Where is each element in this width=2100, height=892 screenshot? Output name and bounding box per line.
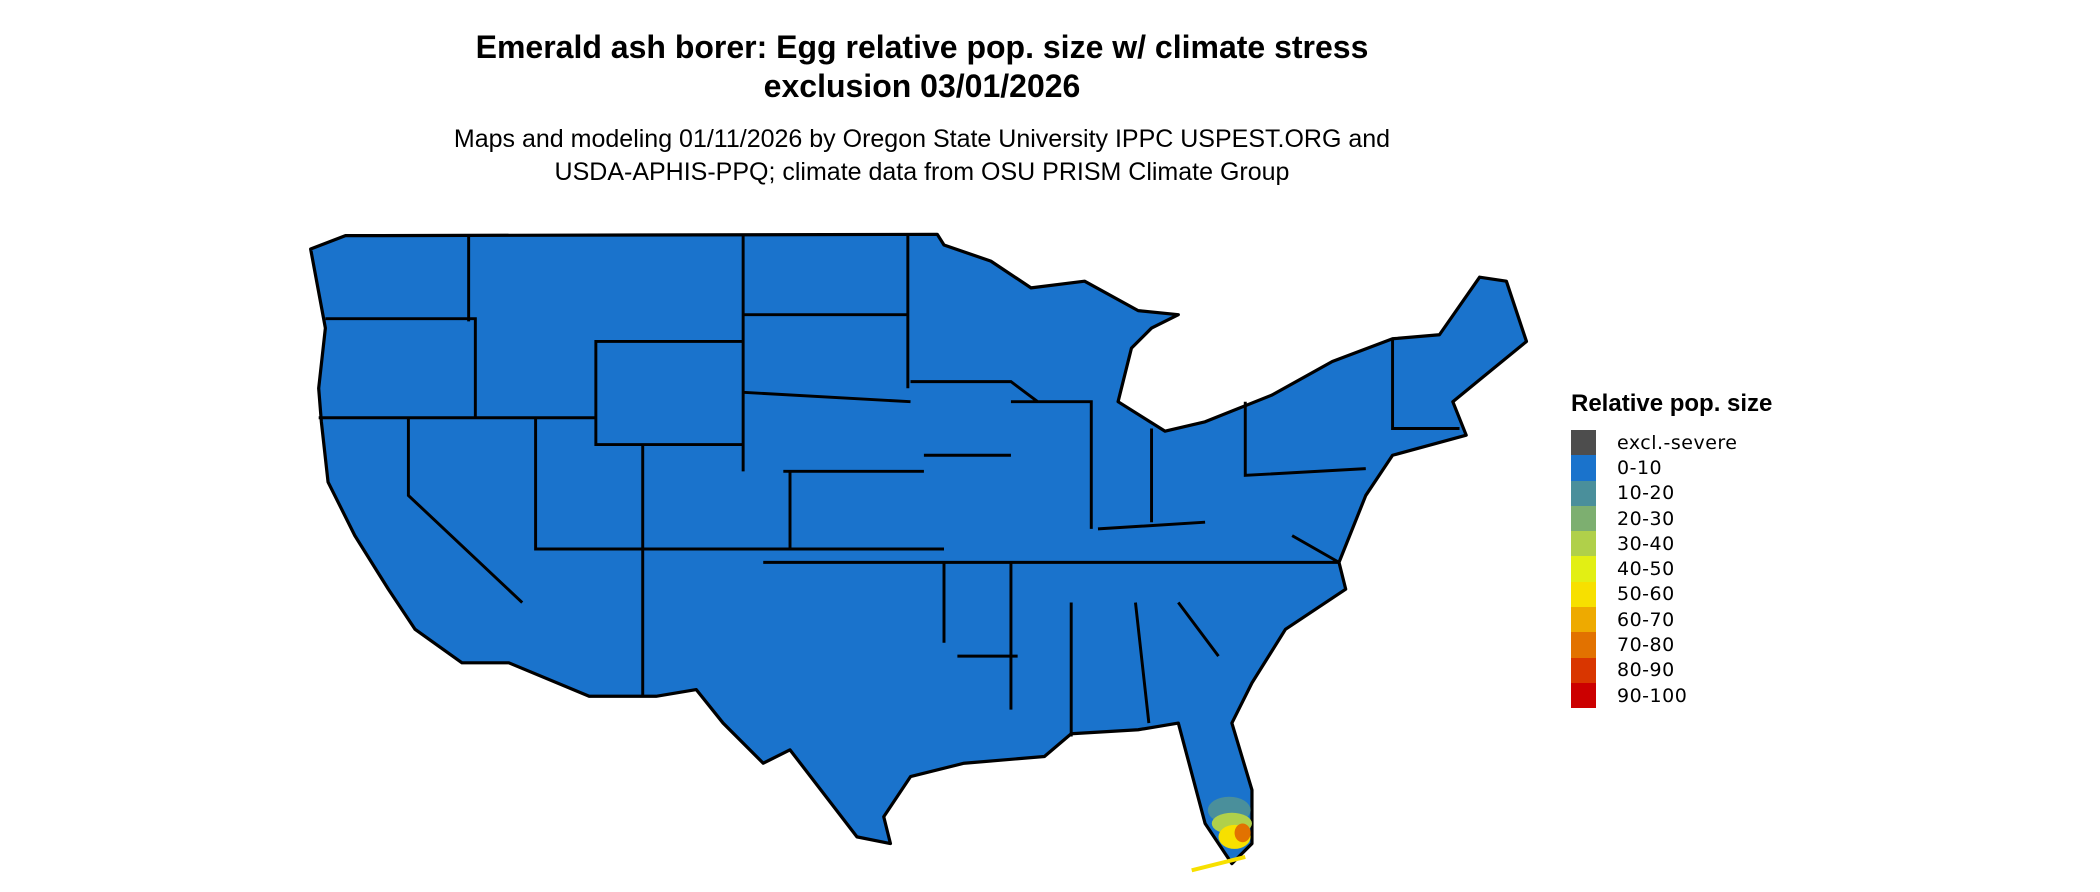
legend-label: 40-50 — [1617, 558, 1675, 581]
legend-title: Relative pop. size — [1571, 390, 1773, 417]
legend-label: 0-10 — [1617, 456, 1663, 479]
legend-label: 50-60 — [1617, 583, 1675, 606]
legend-swatch — [1571, 581, 1596, 608]
legend-item: 70-80 — [1571, 632, 1772, 658]
legend-item: 60-70 — [1571, 607, 1772, 633]
legend-label: 60-70 — [1617, 608, 1675, 631]
legend-swatch — [1571, 480, 1596, 506]
map-subtitle-line2: USDA-APHIS-PPQ; climate data from OSU PR… — [554, 158, 1290, 186]
legend-item: 40-50 — [1571, 556, 1772, 582]
legend-swatch — [1571, 556, 1596, 582]
map-title-line1: Emerald ash borer: Egg relative pop. siz… — [475, 29, 1369, 65]
legend-swatch — [1571, 682, 1596, 709]
legend: Relative pop. size excl.-severe 0-10 10-20… — [1571, 390, 1773, 709]
state-borders — [318, 234, 1460, 737]
legend-item: 90-100 — [1571, 682, 1772, 709]
legend-swatch — [1571, 531, 1596, 557]
map-subtitle-line1: Maps and modeling 01/11/2026 by Oregon S… — [453, 125, 1391, 153]
legend-label: 70-80 — [1617, 634, 1675, 657]
legend-swatch — [1571, 632, 1596, 658]
legend-label: excl.-severe — [1617, 431, 1738, 454]
legend-label: 30-40 — [1617, 532, 1675, 555]
legend-label: 20-30 — [1617, 507, 1675, 530]
legend-swatch — [1571, 505, 1596, 532]
legend-item: 0-10 — [1571, 455, 1772, 481]
map-title-line2: exclusion 03/01/2026 — [763, 68, 1081, 104]
legend-item: excl.-severe — [1571, 430, 1772, 456]
legend-label: 90-100 — [1617, 684, 1688, 707]
legend-label: 80-90 — [1617, 659, 1675, 682]
legend-item: 30-40 — [1571, 531, 1772, 557]
legend-item: 80-90 — [1571, 657, 1772, 683]
florida-hotspot — [1191, 796, 1252, 873]
legend-item: 20-30 — [1571, 505, 1772, 532]
legend-swatch — [1571, 657, 1596, 683]
legend-swatch — [1571, 455, 1596, 481]
legend-swatch — [1571, 430, 1596, 456]
legend-item: 50-60 — [1571, 581, 1772, 608]
legend-label: 10-20 — [1617, 482, 1675, 505]
legend-swatch — [1571, 607, 1596, 633]
legend-item: 10-20 — [1571, 480, 1772, 506]
